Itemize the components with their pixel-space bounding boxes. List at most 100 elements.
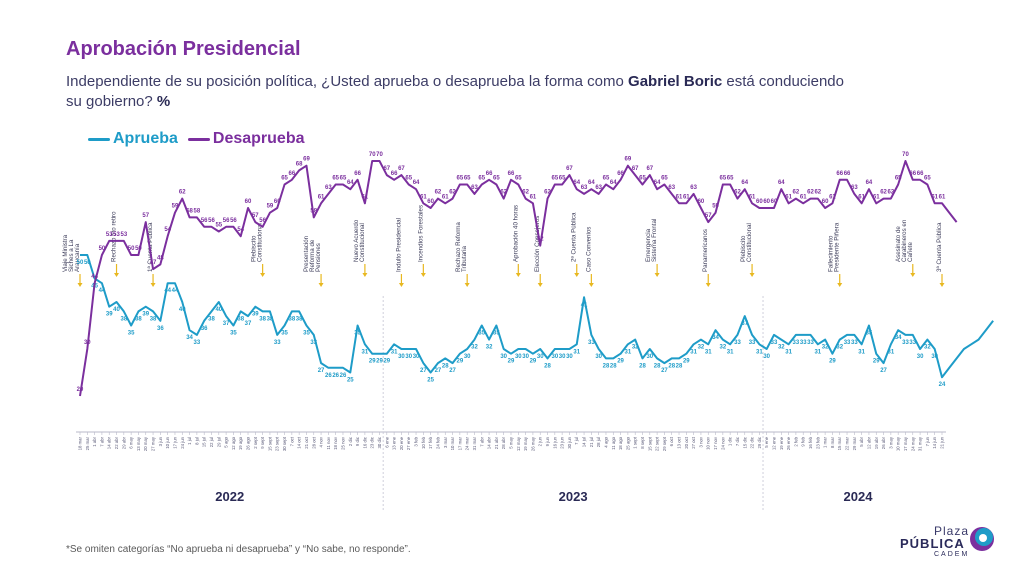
data-label-aprueba: 33: [793, 340, 800, 346]
x-tick-label: 7 jul: [574, 437, 579, 445]
series-line-desaprueba: [79, 160, 958, 397]
x-tick-label: 1 abr: [92, 436, 97, 446]
data-label-aprueba: 28: [442, 363, 449, 369]
x-tick-label: 29 dic: [757, 436, 762, 448]
x-tick-label: 8 mar: [830, 436, 835, 448]
data-label-aprueba: 33: [194, 340, 201, 346]
data-label-desaprueba: 62: [500, 190, 507, 196]
data-label-desaprueba: 53: [120, 232, 127, 238]
x-tick-label: 7 abr: [479, 436, 484, 446]
data-label-aprueba: 28: [668, 363, 675, 369]
x-tick-label: 2 feb: [793, 436, 798, 446]
event-label: Rechazo 5to retiro: [111, 211, 118, 262]
event-label: Constitucional: [359, 223, 366, 262]
x-tick-label: 24 jun: [180, 436, 185, 448]
data-label-desaprueba: 65: [332, 176, 339, 182]
page-subtitle: Independiente de su posición política, ¿…: [66, 72, 846, 112]
x-tick-label: 18 ago: [618, 436, 623, 450]
x-tick-label: 5 ene: [764, 436, 769, 447]
x-tick-label: 11 nov: [326, 436, 331, 449]
event-label: Plebiscito: [251, 235, 258, 262]
x-tick-label: 3 feb: [414, 436, 419, 446]
data-label-aprueba: 31: [705, 349, 712, 355]
data-label-aprueba: 35: [128, 331, 135, 337]
data-label-desaprueba: 69: [625, 157, 632, 163]
subtitle-name: Gabriel Boric: [628, 73, 723, 90]
data-label-desaprueba: 58: [186, 208, 193, 214]
data-label-desaprueba: 64: [347, 180, 354, 186]
event-label: Caso Convenios: [585, 227, 592, 272]
data-label-aprueba: 30: [405, 354, 412, 360]
data-label-aprueba: 26: [340, 373, 347, 379]
data-label-aprueba: 50: [84, 260, 91, 266]
data-label-desaprueba: 56: [201, 218, 208, 224]
data-label-aprueba: 36: [157, 326, 164, 332]
event-label: Elección Consejeros: [534, 216, 541, 272]
data-label-aprueba: 39: [252, 312, 259, 318]
data-label-aprueba: 32: [822, 345, 829, 351]
x-tick-label: 27 ene: [406, 436, 411, 450]
data-label-aprueba: 44: [164, 288, 171, 294]
event-marker-arrow: [464, 283, 470, 287]
data-label-aprueba: 33: [310, 340, 317, 346]
x-tick-label: 24 nov: [720, 436, 725, 450]
data-label-desaprueba: 60: [274, 199, 281, 205]
data-label-desaprueba: 64: [588, 180, 595, 186]
data-label-aprueba: 30: [566, 354, 573, 360]
x-tick-label: 16 feb: [808, 436, 813, 449]
data-label-aprueba: 38: [237, 316, 244, 322]
data-label-aprueba: 40: [113, 307, 120, 313]
data-label-desaprueba: 66: [289, 171, 296, 177]
year-label: 2024: [844, 489, 874, 504]
event-marker-arrow: [515, 273, 521, 277]
x-tick-label: 27 may: [151, 436, 156, 451]
x-tick-label: 3 may: [888, 436, 893, 449]
event-label: Presentación: [303, 235, 310, 272]
x-tick-label: 24 may: [910, 436, 915, 451]
data-label-desaprueba: 61: [530, 194, 537, 200]
data-label-desaprueba: 70: [369, 152, 376, 158]
x-tick-label: 15 jul: [202, 437, 207, 447]
subtitle-mid: está conduciendo su gobierno?: [66, 73, 844, 110]
data-label-aprueba: 38: [135, 316, 142, 322]
data-label-aprueba: 27: [318, 368, 325, 374]
event-label: Asesinato de: [895, 226, 902, 262]
data-label-aprueba: 38: [296, 316, 303, 322]
data-label-aprueba: 31: [391, 349, 398, 355]
x-tick-label: 2 jun: [538, 436, 543, 446]
data-label-desaprueba: 62: [880, 190, 887, 196]
data-label-aprueba: 39: [106, 312, 113, 318]
data-label-desaprueba: 70: [902, 152, 909, 158]
data-label-aprueba: 27: [420, 368, 427, 374]
data-label-aprueba: 44: [172, 288, 179, 294]
data-label-desaprueba: 64: [741, 180, 748, 186]
x-tick-label: 7 oct: [289, 436, 294, 446]
x-tick-label: 23 dic: [370, 436, 375, 448]
data-label-aprueba: 33: [588, 340, 595, 346]
event-marker-arrow: [939, 283, 945, 287]
data-label-desaprueba: 61: [420, 194, 427, 200]
year-label: 2023: [559, 489, 588, 504]
data-label-aprueba: 39: [142, 312, 149, 318]
event-label: Emergencia: [645, 228, 652, 262]
logo-mark-icon: [970, 527, 994, 551]
event-label: Viaje Ministra: [62, 234, 69, 272]
data-label-desaprueba: 50: [135, 246, 142, 252]
data-label-desaprueba: 48: [157, 255, 164, 261]
data-label-aprueba: 28: [676, 363, 683, 369]
data-label-desaprueba: 65: [639, 176, 646, 182]
data-label-aprueba: 31: [814, 349, 821, 355]
data-label-aprueba: 29: [829, 359, 836, 365]
data-label-desaprueba: 67: [632, 166, 639, 172]
x-tick-label: 30 dic: [377, 436, 382, 448]
data-label-aprueba: 29: [683, 359, 690, 365]
data-label-aprueba: 40: [215, 307, 222, 313]
data-label-aprueba: 30: [595, 354, 602, 360]
data-label-desaprueba: 65: [559, 176, 566, 182]
data-label-desaprueba: 65: [515, 176, 522, 182]
data-label-aprueba: 30: [464, 354, 471, 360]
event-label: Fallecimiento: [828, 235, 835, 272]
data-label-desaprueba: 62: [435, 190, 442, 196]
x-tick-label: 17 feb: [428, 436, 433, 449]
